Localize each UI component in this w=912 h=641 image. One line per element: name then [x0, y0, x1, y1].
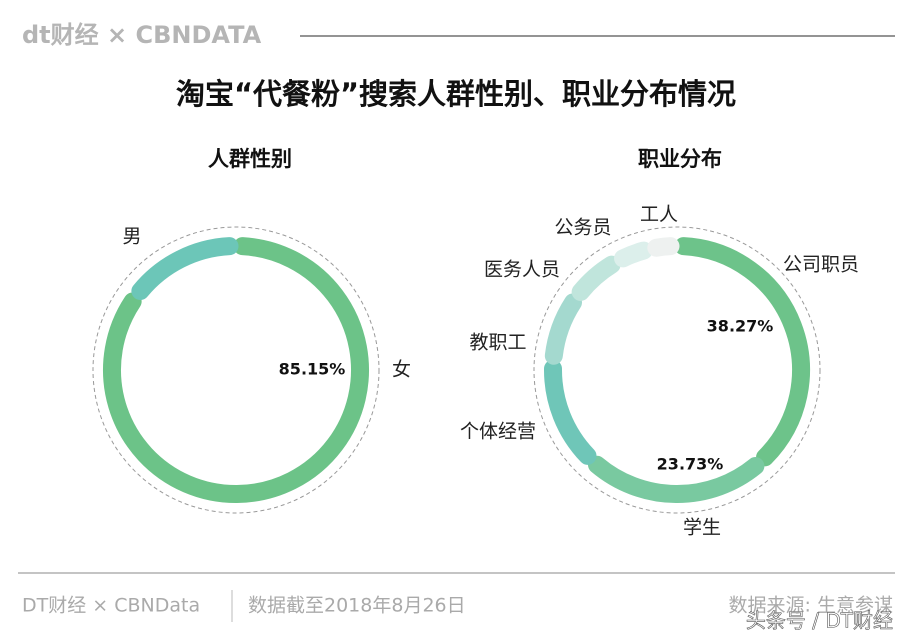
category-label: 医务人员: [484, 259, 560, 281]
main-title: 淘宝“代餐粉”搜索人群性别、职业分布情况: [176, 77, 736, 111]
chart-title: 职业分布: [638, 147, 722, 171]
donut-segment: [544, 359, 597, 465]
donut-segment: [571, 255, 621, 301]
category-label: 学生: [683, 517, 721, 539]
outer-ring: [533, 226, 821, 514]
donut-segment: [587, 455, 765, 503]
value-label: 38.27%: [707, 317, 774, 336]
category-label: 个体经营: [460, 421, 536, 443]
category-label: 公司职员: [783, 254, 859, 276]
outer-ring: [92, 226, 380, 514]
footer-source: 数据来源: 生意参谋: [729, 595, 893, 617]
category-label: 工人: [640, 204, 678, 226]
category-label: 女: [392, 359, 411, 381]
donut-segment: [131, 237, 239, 301]
brand: dt财经 × CBNDATA: [22, 21, 262, 49]
donut-segment: [647, 237, 680, 257]
watermark: 头条号 / DT财经: [746, 609, 893, 633]
donut-segment: [614, 241, 653, 268]
donut-segment: [103, 237, 369, 503]
footer-date: 数据截至2018年8月26日: [248, 595, 466, 617]
category-label: 教职工: [469, 332, 526, 354]
category-label: 男: [122, 226, 141, 248]
donut-segment: [544, 293, 583, 365]
footer-brand: DT财经 × CBNData: [22, 595, 200, 617]
chart-title: 人群性别: [208, 147, 292, 171]
donut-segment: [674, 237, 810, 467]
value-label: 85.15%: [279, 360, 346, 379]
value-label: 23.73%: [657, 455, 724, 474]
category-label: 公务员: [554, 217, 611, 239]
